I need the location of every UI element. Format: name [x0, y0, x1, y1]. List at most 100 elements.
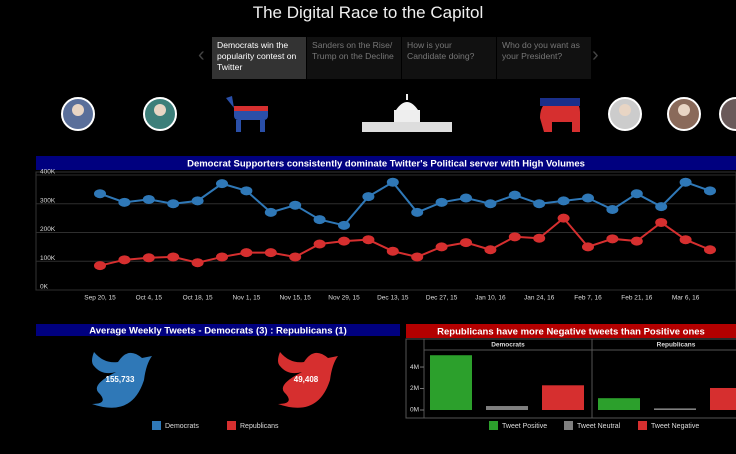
tweet-marker — [533, 199, 546, 209]
tweet-marker — [484, 245, 497, 255]
nav-prev[interactable]: ‹ — [198, 44, 205, 66]
value-label: 155,733 — [106, 375, 135, 384]
x-tick-label: Nov 29, 15 — [328, 295, 360, 302]
tweet-marker — [338, 220, 350, 230]
tweet-marker — [118, 255, 131, 265]
candidate-face — [72, 104, 84, 116]
tweet-marker — [630, 189, 643, 199]
tweet-marker — [460, 238, 472, 248]
tweet-marker — [411, 252, 424, 262]
legend-swatch — [152, 421, 161, 430]
tweet-marker — [411, 207, 424, 217]
nav-next[interactable]: › — [592, 44, 599, 66]
tweet-marker — [313, 239, 326, 249]
chart-title: Republicans have more Negative tweets th… — [437, 327, 705, 338]
tweet-marker — [264, 207, 277, 217]
tweet-marker — [289, 200, 302, 210]
panel-label: Republicans — [657, 342, 696, 349]
capitol-icon — [362, 94, 452, 132]
tweet-marker — [630, 236, 643, 246]
y-tick-label: 100K — [40, 255, 56, 262]
tweet-marker — [216, 252, 228, 262]
tweet-marker — [704, 245, 716, 255]
tweet-marker — [289, 252, 302, 262]
y-tick-label: 200K — [40, 226, 56, 233]
nav-item[interactable]: How is your Candidate doing? — [402, 37, 496, 79]
bar — [430, 355, 472, 410]
nav-item[interactable]: Who do you want as your President? — [497, 37, 591, 79]
tweet-marker — [118, 197, 131, 207]
tweet-marker — [264, 248, 277, 258]
x-tick-label: Feb 21, 16 — [621, 295, 652, 302]
x-tick-label: Dec 13, 15 — [377, 295, 409, 302]
tweet-marker — [435, 197, 448, 207]
tweet-marker — [435, 242, 448, 252]
bar — [486, 406, 528, 410]
x-tick-label: Feb 7, 16 — [574, 295, 602, 302]
legend-swatch — [227, 421, 236, 430]
candidate-icon — [719, 97, 736, 131]
x-tick-label: Jan 24, 16 — [524, 295, 555, 302]
y-tick-label: 300K — [40, 197, 56, 204]
value-label: 49,408 — [294, 375, 319, 384]
tweet-marker — [240, 248, 253, 258]
chart-header — [36, 324, 400, 336]
page-title: The Digital Race to the Capitol — [252, 3, 484, 22]
tweet-marker — [484, 199, 497, 209]
donkey-icon — [226, 96, 268, 132]
tweet-marker — [191, 196, 204, 206]
tweet-bird — [278, 352, 338, 408]
tweet-marker — [362, 192, 375, 202]
tweet-marker — [94, 261, 106, 271]
panel-label: Democrats — [491, 342, 525, 349]
y-tick-label: 4M — [410, 364, 419, 371]
tweet-marker — [679, 177, 692, 187]
tweet-marker — [655, 217, 668, 227]
tweet-marker — [557, 196, 570, 206]
tweet-marker — [142, 194, 155, 204]
tweet-marker — [167, 252, 180, 262]
candidate-face — [154, 104, 166, 116]
tweet-marker — [460, 193, 472, 203]
tweet-marker — [313, 215, 326, 225]
tweet-bird — [92, 352, 152, 408]
tweet-marker — [362, 235, 375, 245]
legend-label: Tweet Positive — [502, 423, 547, 430]
tweet-marker — [191, 258, 204, 268]
tweet-marker — [704, 186, 716, 196]
y-tick-label: 0M — [410, 407, 419, 414]
legend-swatch — [489, 421, 498, 430]
tweet-marker — [240, 186, 253, 196]
icons — [61, 94, 736, 132]
chart-header — [36, 156, 736, 170]
y-tick-label: 2M — [410, 385, 419, 392]
tweet-marker — [508, 190, 521, 200]
x-tick-label: Dec 27, 15 — [426, 295, 458, 302]
legend-label: Republicans — [240, 423, 279, 430]
x-tick-label: Nov 1, 15 — [232, 295, 260, 302]
bar — [654, 408, 696, 410]
plot-frame — [405, 338, 736, 419]
nav-item[interactable]: Democrats win the popularity contest on … — [212, 37, 306, 79]
chart-title: Average Weekly Tweets - Democrats (3) : … — [89, 326, 346, 337]
series-line — [99, 216, 711, 267]
x-tick-label: Mar 6, 16 — [672, 295, 700, 302]
x-tick-label: Oct 18, 15 — [183, 295, 213, 302]
legend-label: Democrats — [165, 423, 199, 430]
plot-frame — [35, 171, 736, 291]
tweet-marker — [582, 242, 594, 252]
x-tick-label: Sep 20, 15 — [84, 295, 116, 302]
chart-title: Democrat Supporters consistently dominat… — [187, 159, 585, 170]
candidate-face — [619, 104, 631, 116]
bar — [598, 398, 640, 410]
tweet-marker — [606, 205, 619, 214]
legend-swatch — [564, 421, 573, 430]
tweet-marker — [142, 253, 155, 263]
bar — [710, 387, 736, 410]
y-tick-label: 0K — [40, 284, 49, 291]
tweet-marker — [338, 236, 350, 246]
nav-item[interactable]: Sanders on the Rise/ Trump on the Declin… — [307, 37, 401, 79]
tweet-marker — [167, 199, 180, 209]
tweet-marker — [508, 232, 521, 242]
tweet-marker — [216, 179, 228, 189]
